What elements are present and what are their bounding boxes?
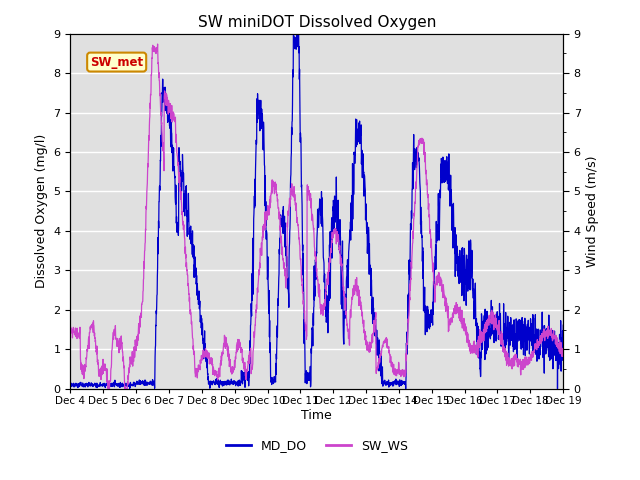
Text: SW_met: SW_met bbox=[90, 56, 143, 69]
Y-axis label: Wind Speed (m/s): Wind Speed (m/s) bbox=[586, 156, 599, 267]
Legend: MD_DO, SW_WS: MD_DO, SW_WS bbox=[221, 434, 413, 457]
Y-axis label: Dissolved Oxygen (mg/l): Dissolved Oxygen (mg/l) bbox=[35, 134, 48, 288]
Title: SW miniDOT Dissolved Oxygen: SW miniDOT Dissolved Oxygen bbox=[198, 15, 436, 30]
X-axis label: Time: Time bbox=[301, 408, 332, 421]
